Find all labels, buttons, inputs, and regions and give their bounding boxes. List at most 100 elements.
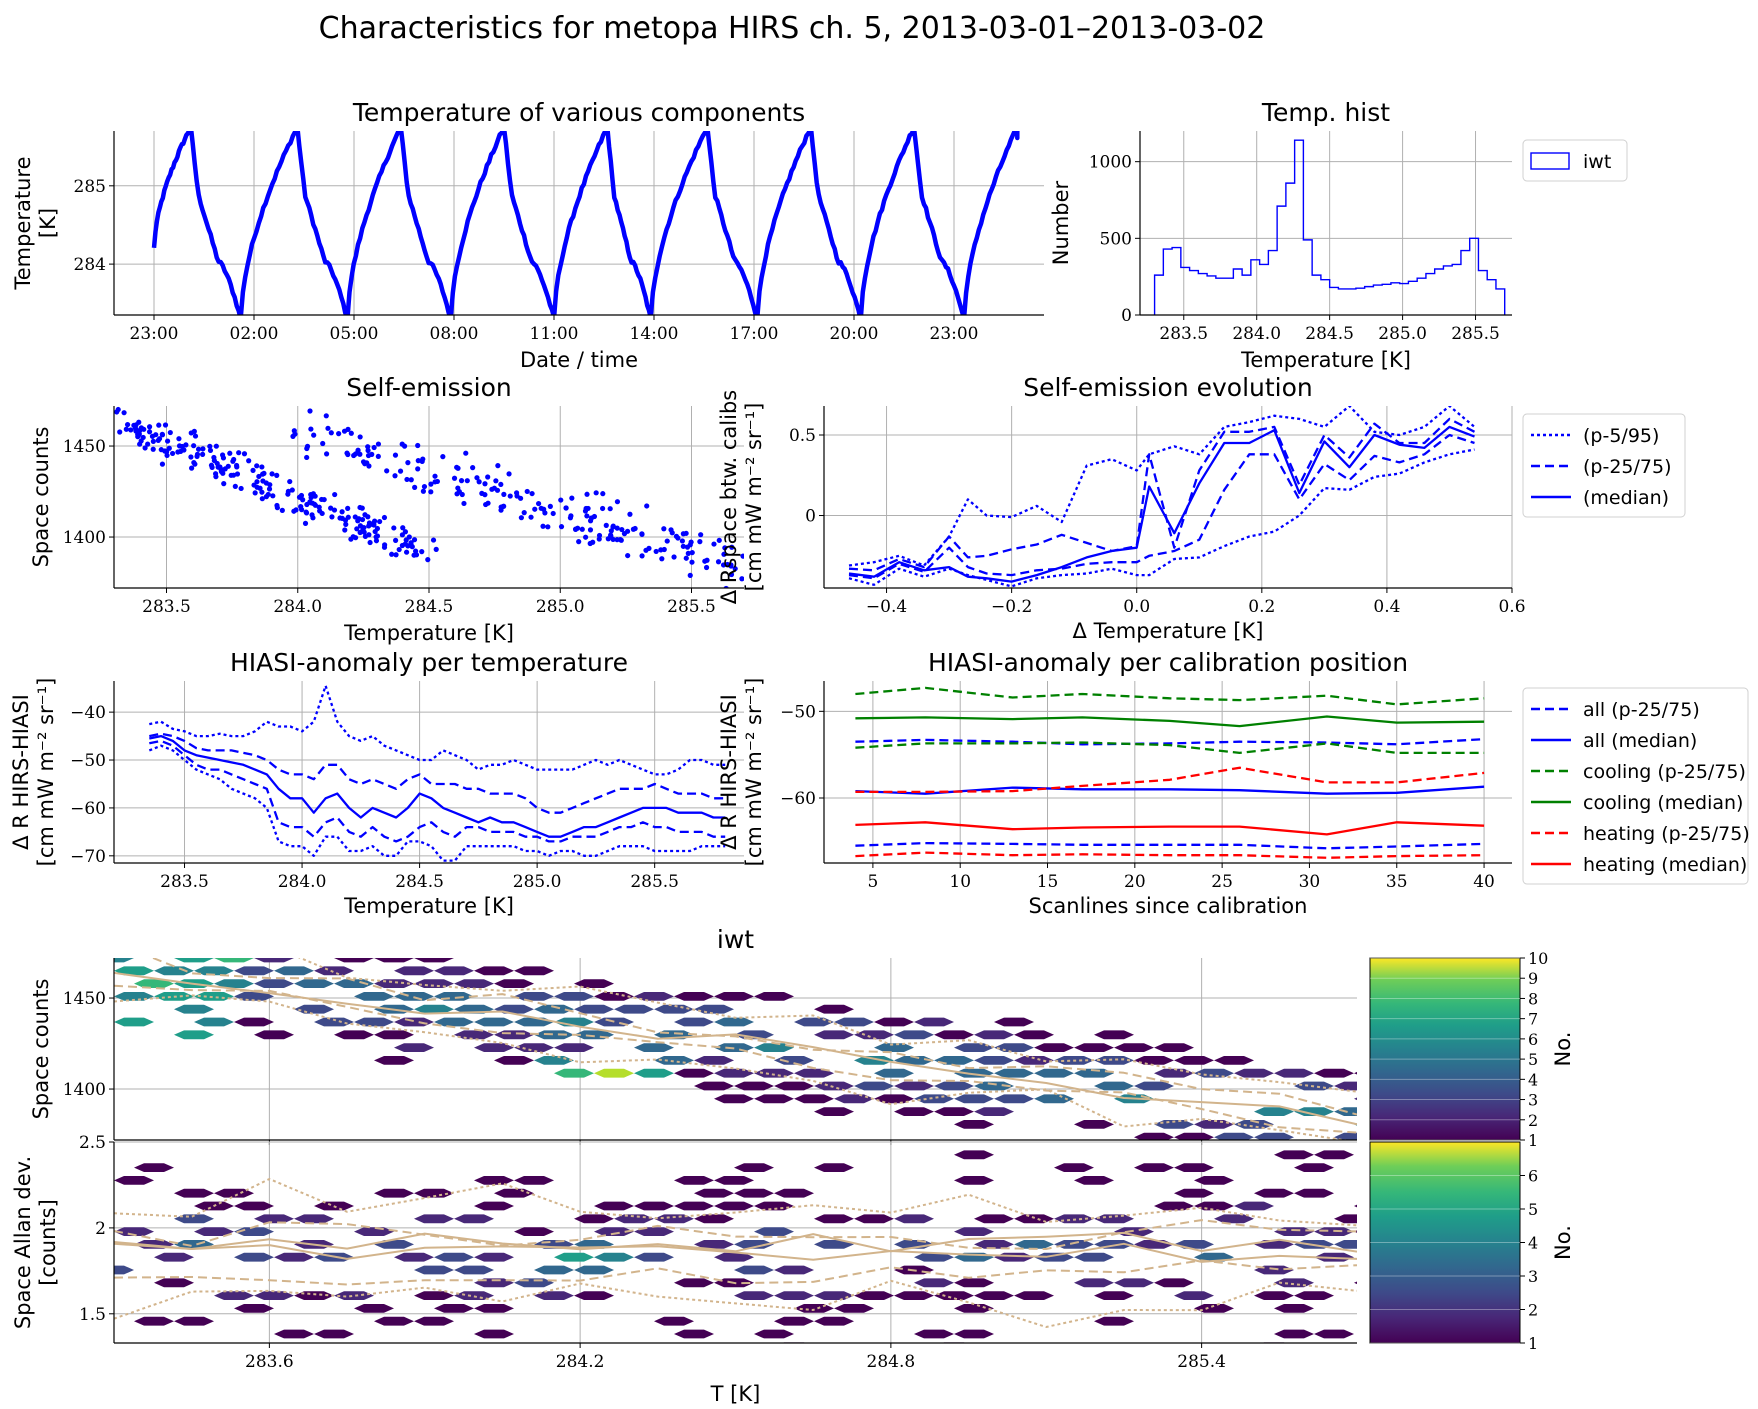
scatter-point bbox=[199, 451, 206, 457]
x-tick-label: 283.5 bbox=[142, 597, 191, 617]
hexbin-cell bbox=[694, 1004, 734, 1014]
hexbin-cell bbox=[754, 1329, 794, 1339]
scatter-point bbox=[596, 532, 603, 539]
hexbin-cell bbox=[594, 1227, 634, 1236]
scatter-point bbox=[307, 408, 313, 414]
hexbin-cell bbox=[1262, 1342, 1286, 1343]
p5-line bbox=[848, 448, 1475, 588]
scatter-point bbox=[167, 429, 173, 436]
hexbin-cell bbox=[334, 1030, 374, 1040]
scatter-point bbox=[687, 572, 693, 578]
hexbin-cell bbox=[434, 1252, 474, 1262]
x-tick-label: 285.0 bbox=[1378, 324, 1427, 344]
hexbin-cell bbox=[274, 966, 314, 976]
chart-title: Self-emission evolution bbox=[1023, 373, 1313, 402]
hexbin-cell bbox=[234, 1304, 274, 1313]
hexbin-cell bbox=[174, 1316, 214, 1326]
scatter-point bbox=[463, 450, 469, 456]
colorbar-frame bbox=[1369, 957, 1521, 1141]
scatter-point bbox=[558, 524, 565, 530]
hexbin-cell bbox=[854, 1214, 894, 1224]
hexbin-cell bbox=[174, 1004, 214, 1014]
scatter-point bbox=[588, 515, 595, 521]
hexbin-cell bbox=[634, 992, 674, 1001]
scatter-point bbox=[482, 492, 488, 498]
hexbin-cell bbox=[774, 1265, 814, 1275]
legend-label: cooling (p-25/75) bbox=[1583, 761, 1746, 783]
hexbin-cell bbox=[1054, 1240, 1094, 1249]
scatter-point bbox=[331, 507, 338, 513]
hexbin-cell bbox=[414, 1004, 454, 1014]
x-tick-label: 284.0 bbox=[273, 597, 322, 617]
scatter-point bbox=[292, 431, 298, 437]
hexbin-cell bbox=[1074, 1068, 1114, 1078]
x-tick-label: 0.0 bbox=[1123, 597, 1150, 617]
hexbin-cell bbox=[274, 1252, 314, 1262]
scatter-point bbox=[671, 554, 677, 560]
scatter-point bbox=[192, 461, 198, 467]
scatter-point bbox=[319, 510, 325, 517]
scatter-point bbox=[501, 503, 507, 509]
hexbin-cell bbox=[214, 1188, 254, 1198]
hexbin-cell bbox=[434, 992, 474, 1001]
hexbin-cell bbox=[434, 1017, 474, 1027]
hexbin-cell bbox=[394, 1252, 434, 1262]
scatter-point bbox=[404, 476, 410, 483]
colorbar-tick-label: 6 bbox=[1528, 1167, 1538, 1186]
x-tick-label: 283.5 bbox=[1159, 324, 1208, 344]
scatter-point bbox=[365, 447, 371, 454]
scatter-point bbox=[683, 530, 689, 536]
scatter-point bbox=[582, 508, 589, 514]
scatter-point bbox=[252, 490, 258, 496]
evol-axes: −0.4 −0.2 0.0 0.2 0.4 0.6 0 0.5 Self-emission ev… bbox=[717, 373, 1686, 643]
hexbin-cell bbox=[554, 1068, 594, 1078]
hexbin-cell bbox=[234, 1017, 274, 1027]
hiasi-t-plot-area bbox=[148, 684, 726, 862]
scatter-point bbox=[658, 547, 664, 553]
y-tick-label: 0.5 bbox=[789, 426, 816, 446]
hexbin-cell bbox=[274, 1329, 314, 1339]
hexbin-cell bbox=[634, 1068, 674, 1078]
hexbin-cell bbox=[674, 1201, 714, 1211]
scatter-point bbox=[474, 475, 480, 481]
hiasi-s-plot-area bbox=[855, 686, 1485, 859]
y-axis-label: Δ R HIRS-HIASI bbox=[717, 694, 741, 850]
x-tick-label: 285.0 bbox=[513, 872, 562, 892]
hexbin-cell bbox=[114, 1176, 154, 1185]
hexbin-cell bbox=[1194, 1304, 1234, 1313]
scatter-point bbox=[191, 443, 197, 449]
hex2-plot-area bbox=[54, 1150, 1357, 1343]
scatter-point bbox=[409, 543, 415, 549]
percentile-line bbox=[114, 994, 1350, 1140]
x-tick-label: 15 bbox=[1037, 872, 1059, 892]
scatter-point bbox=[501, 491, 507, 497]
scatter-point bbox=[259, 464, 265, 470]
scatter-point bbox=[728, 562, 734, 568]
hexbin-cell bbox=[234, 1252, 274, 1262]
hexbin-cell bbox=[834, 1094, 874, 1104]
hexbin-cell bbox=[954, 1278, 994, 1288]
hexbin-cell bbox=[354, 992, 394, 1001]
scatter-point bbox=[669, 530, 675, 536]
colorbar-label: No. bbox=[1551, 1225, 1575, 1260]
x-tick-label: 285.5 bbox=[1451, 324, 1500, 344]
scatter-point bbox=[535, 500, 542, 507]
legend-label: heating (p-25/75) bbox=[1583, 823, 1750, 845]
colorbar-tick-label: 3 bbox=[1528, 1267, 1538, 1286]
hexbin-cell bbox=[594, 992, 634, 1001]
x-tick-label: 285.5 bbox=[630, 872, 679, 892]
scatter-point bbox=[430, 537, 437, 543]
hexbin-cell bbox=[414, 958, 454, 963]
scatter-point bbox=[285, 491, 291, 497]
hexbin-cell bbox=[254, 958, 294, 963]
hexbin-cell bbox=[754, 1227, 794, 1236]
scatter-point bbox=[521, 510, 527, 516]
hexbin-cell bbox=[1274, 1329, 1314, 1339]
hexbin-cell bbox=[914, 1278, 954, 1288]
hexbin-cell bbox=[54, 1189, 94, 1198]
hexbin-cell bbox=[314, 966, 354, 976]
hexbin-cell bbox=[114, 1227, 154, 1236]
scatter-point bbox=[123, 426, 129, 432]
x-tick-label: 284.8 bbox=[867, 1352, 916, 1372]
scatter-point bbox=[405, 460, 411, 466]
